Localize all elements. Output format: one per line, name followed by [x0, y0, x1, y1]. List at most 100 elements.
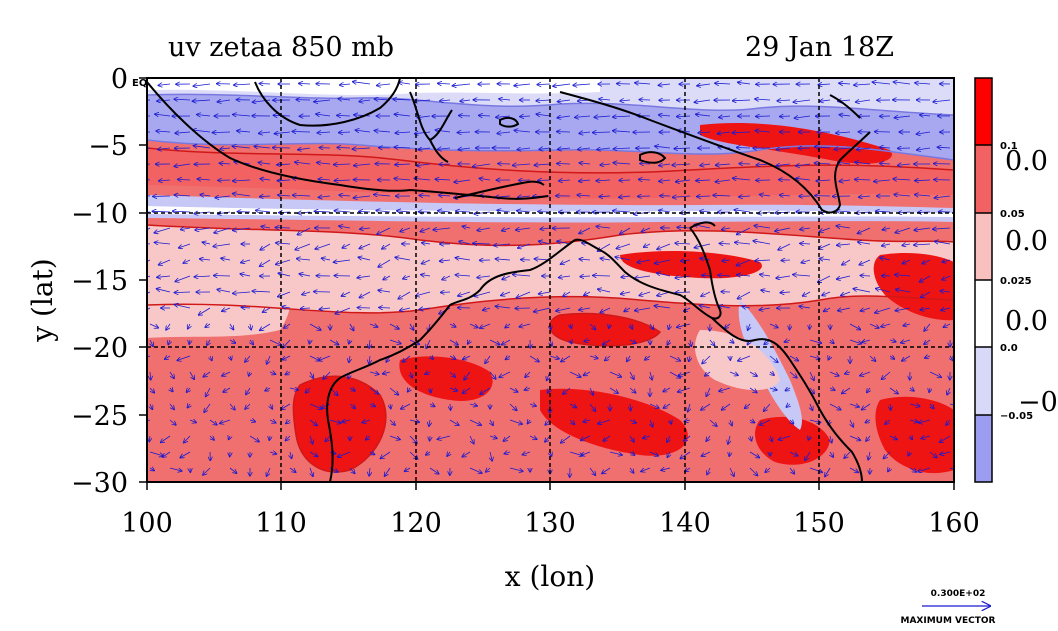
wind-vector — [836, 132, 851, 133]
wind-vector — [362, 420, 371, 423]
wind-vector — [369, 404, 375, 407]
wind-vector — [749, 420, 755, 423]
wind-vector — [459, 241, 471, 244]
wind-vector — [809, 356, 820, 359]
wind-vector — [349, 403, 355, 408]
wind-vector — [690, 339, 691, 346]
wind-vector — [583, 420, 591, 422]
wind-vector — [678, 371, 691, 376]
wind-vector — [563, 387, 571, 394]
wind-vector — [701, 403, 711, 410]
wind-vector — [260, 259, 271, 266]
wind-vector — [383, 372, 391, 374]
wind-vector — [769, 323, 778, 328]
wind-vector — [949, 467, 954, 470]
wind-vector — [539, 241, 551, 244]
wind-vector — [518, 196, 531, 197]
x-tick-labels: 100 110 120 130 140 150 160 — [121, 508, 980, 539]
wind-vector — [315, 243, 331, 249]
wind-vector — [579, 180, 591, 181]
wind-vector — [349, 388, 355, 391]
wind-vector — [694, 100, 711, 102]
wind-vector — [920, 275, 931, 282]
wind-vector — [719, 387, 731, 391]
wind-vector — [504, 452, 511, 454]
wind-vector — [842, 387, 851, 394]
wind-vector — [929, 388, 930, 392]
wind-vector — [400, 227, 411, 232]
wind-vector — [889, 340, 896, 342]
wind-vector — [213, 244, 231, 247]
wind-vector — [250, 340, 253, 344]
wind-vector — [579, 163, 591, 164]
wind-vector — [769, 388, 777, 390]
wind-vector — [909, 404, 920, 406]
wind-vector — [456, 211, 471, 212]
wind-vector — [853, 289, 871, 293]
wind-vector — [329, 419, 341, 423]
wind-vector — [809, 323, 810, 329]
colorbar-level-large: 0.0 — [1005, 226, 1048, 257]
wind-vector — [369, 355, 370, 364]
wind-vector — [379, 308, 391, 309]
wind-vector — [150, 371, 151, 380]
wind-vector — [738, 82, 751, 84]
wind-vector — [473, 163, 491, 167]
wind-vector — [922, 259, 931, 264]
wind-vector — [858, 242, 871, 244]
wind-vector — [474, 291, 491, 296]
wind-vector — [275, 228, 291, 229]
wind-vector — [163, 451, 171, 457]
wind-vector — [440, 260, 451, 261]
wind-vector — [222, 308, 231, 311]
wind-vector — [559, 276, 571, 278]
wind-vector — [380, 451, 391, 459]
wind-vector — [838, 308, 851, 311]
wind-vector — [837, 275, 851, 279]
wind-vector — [276, 259, 291, 264]
wind-vector — [449, 371, 455, 377]
wind-vector — [918, 467, 931, 472]
wind-vector — [175, 305, 191, 309]
wind-vector — [458, 148, 471, 150]
wind-vector — [452, 84, 471, 86]
wind-vector — [188, 323, 190, 329]
colorbar-level-large: −0. — [1018, 387, 1058, 418]
wind-vector — [430, 356, 433, 359]
wind-vector — [414, 178, 431, 180]
wind-vector — [354, 164, 371, 166]
wind-vector — [378, 290, 391, 292]
wind-vector — [940, 291, 951, 292]
wind-vector — [177, 355, 191, 360]
wind-vector — [286, 435, 291, 441]
wind-vector — [158, 148, 171, 150]
wind-vector — [202, 242, 211, 244]
wind-vector — [220, 419, 231, 423]
wind-vector — [357, 276, 371, 278]
coastline-islands-2 — [499, 116, 520, 128]
wind-vector — [644, 244, 651, 247]
wind-vector — [737, 148, 751, 149]
wind-vector — [157, 276, 171, 277]
wind-vector — [629, 371, 634, 379]
wind-vector — [469, 323, 478, 328]
wind-vector — [168, 339, 170, 345]
colorbar-swatch — [975, 280, 992, 347]
wind-vector — [630, 467, 634, 473]
wind-vector — [534, 307, 551, 312]
wind-vector — [778, 243, 791, 250]
wind-vector — [486, 468, 491, 472]
wind-vector — [649, 403, 659, 408]
wind-vector — [930, 403, 934, 409]
wind-vector — [286, 420, 290, 424]
wind-vector — [734, 210, 751, 212]
wind-vector — [722, 228, 731, 230]
wind-vector — [579, 132, 591, 133]
wind-vector — [147, 131, 151, 133]
wind-vector — [857, 148, 871, 150]
wind-vector — [480, 323, 491, 328]
wind-vector — [809, 467, 822, 472]
wind-vector — [516, 291, 531, 298]
wind-vector — [395, 114, 411, 116]
wind-vector — [557, 241, 571, 245]
